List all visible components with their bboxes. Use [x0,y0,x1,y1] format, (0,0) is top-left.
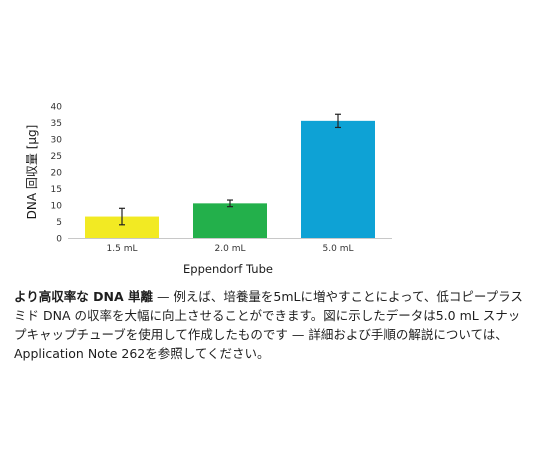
y-tick-label: 30 [51,136,63,146]
y-tick-label: 35 [51,119,62,129]
x-tick-label: 1.5 mL [107,244,138,254]
y-tick-label: 40 [51,103,63,113]
y-tick-label: 5 [56,218,62,228]
bar [301,120,375,238]
bar-group [85,120,375,238]
caption-title: より高収率な DNA 単離 [14,289,153,304]
bar [193,203,267,238]
y-tick-label: 0 [56,235,62,245]
caption-body: — 例えば、培養量を5mLに増やすことによって、低コピープラスミド DNA の収… [14,289,523,361]
x-tick-label: 2.0 mL [215,244,246,254]
chart-svg: 0 5 10 15 20 25 30 35 40 1.5 mL 2.0 mL 5.0 mL DNA … [25,103,392,276]
bar [85,216,159,238]
y-tick-label: 20 [51,169,63,179]
y-tick-label: 25 [51,152,62,162]
x-axis: 1.5 mL 2.0 mL 5.0 mL [107,244,354,254]
figure-caption: より高収率な DNA 単離 — 例えば、培養量を5mLに増やすことによって、低コ… [14,287,526,363]
y-axis-label: DNA 回収量 [μg] [25,125,39,220]
error-bar-group [119,113,341,226]
y-axis: 0 5 10 15 20 25 30 35 40 [51,103,63,245]
bar-chart: 0 5 10 15 20 25 30 35 40 1.5 mL 2.0 mL 5.0 mL DNA … [25,103,392,276]
y-tick-label: 10 [51,202,63,212]
x-tick-label: 5.0 mL [323,244,354,254]
x-axis-label: Eppendorf Tube [183,262,273,276]
y-tick-label: 15 [51,185,62,195]
